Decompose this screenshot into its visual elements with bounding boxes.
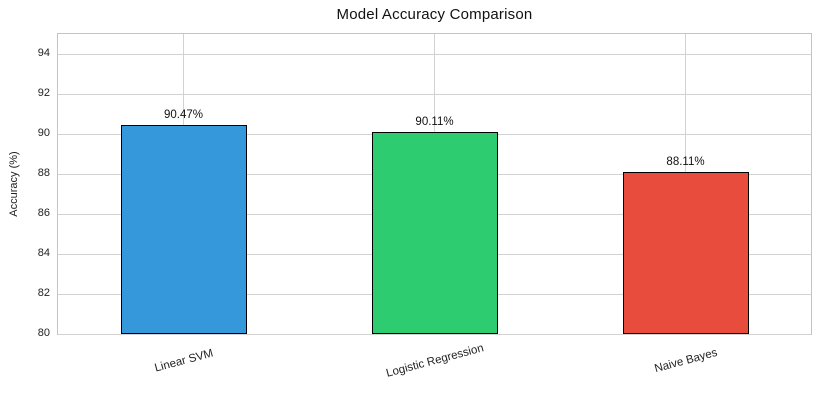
x-tick-label: Linear SVM (152, 347, 215, 375)
bar-naive-bayes (622, 171, 749, 334)
x-tick-label: Naive Bayes (652, 346, 719, 376)
bar-value-label: 88.11% (666, 155, 705, 168)
y-tick-label: 92 (37, 87, 50, 99)
bar-value-label: 90.11% (415, 115, 454, 128)
y-tick-label: 86 (37, 207, 50, 219)
bar-value-label: 90.47% (163, 108, 204, 121)
y-tick-label: 80 (37, 327, 50, 339)
y-tick-label: 84 (37, 247, 50, 259)
y-tick-label: 82 (37, 287, 50, 299)
bar-linear-svm (120, 124, 247, 334)
plot-area (57, 33, 812, 335)
x-tick-label: Logistic Regression (384, 342, 485, 380)
y-gridline (58, 333, 811, 335)
y-tick-label: 88 (37, 167, 50, 179)
chart-title: Model Accuracy Comparison (336, 6, 533, 23)
bar-logistic-regression (371, 131, 498, 334)
y-tick-label: 94 (37, 47, 50, 59)
y-tick-label: 90 (37, 127, 50, 139)
